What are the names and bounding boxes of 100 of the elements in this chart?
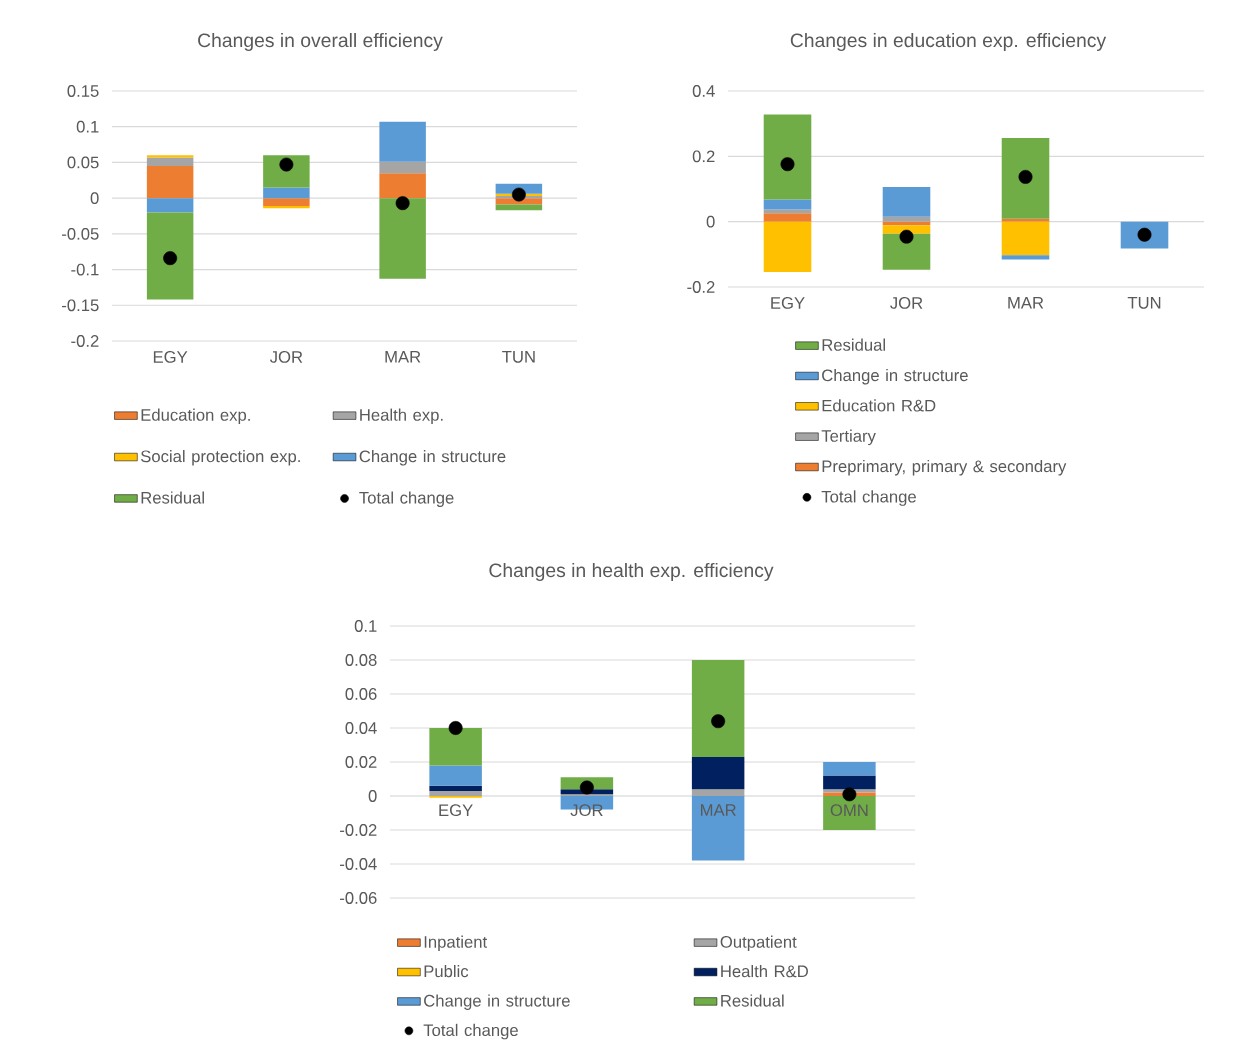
x-tick-label: MAR bbox=[1008, 297, 1044, 309]
point bbox=[579, 780, 594, 795]
bar bbox=[263, 187, 310, 199]
legend-label: Change in structure bbox=[424, 994, 570, 1010]
legend-label: Total change bbox=[821, 490, 916, 506]
legend-label: Education exp. bbox=[141, 408, 250, 425]
bar bbox=[882, 225, 931, 234]
x-tick-label: MAR bbox=[700, 804, 736, 816]
y-tick-label: -0.2 bbox=[687, 281, 715, 293]
legend-label: Total change bbox=[423, 1023, 518, 1040]
bar bbox=[691, 796, 745, 861]
legend-label: Health R&D bbox=[721, 964, 808, 978]
legend-label: Tertiary bbox=[821, 429, 876, 446]
point bbox=[448, 721, 463, 735]
bar bbox=[263, 198, 310, 206]
chart-title: Changes in education exp. efficiency bbox=[790, 32, 1107, 51]
point bbox=[711, 714, 726, 729]
y-tick-label: -0.06 bbox=[340, 892, 377, 904]
bar bbox=[1001, 218, 1050, 222]
bar bbox=[429, 728, 482, 766]
bar bbox=[146, 157, 194, 166]
y-tick-label: -0.15 bbox=[62, 299, 99, 312]
bar bbox=[429, 785, 482, 791]
y-tick-label: 0 bbox=[368, 790, 377, 802]
y-tick-label: 0.1 bbox=[354, 620, 377, 632]
bar bbox=[763, 199, 812, 210]
y-tick-label: -0.05 bbox=[62, 227, 99, 240]
y-tick-label: 0.15 bbox=[67, 85, 99, 97]
legend-label: Total change bbox=[359, 491, 454, 507]
bar bbox=[882, 187, 931, 217]
bar bbox=[146, 198, 194, 213]
legend-label: Preprimary, primary & secondary bbox=[822, 459, 1067, 476]
x-tick-label: TUN bbox=[502, 351, 535, 363]
bar bbox=[1001, 255, 1050, 260]
y-tick-label: 0.4 bbox=[692, 85, 715, 97]
bar bbox=[763, 114, 812, 200]
x-tick-label: EGY bbox=[153, 351, 188, 363]
y-tick-label: -0.1 bbox=[71, 263, 99, 276]
bar bbox=[882, 233, 931, 270]
y-tick-label: 0 bbox=[706, 215, 715, 228]
bar bbox=[763, 221, 812, 272]
point bbox=[279, 157, 294, 172]
bar bbox=[691, 660, 745, 757]
point bbox=[511, 187, 526, 202]
bar bbox=[691, 789, 745, 796]
x-tick-label: JOR bbox=[890, 297, 923, 309]
legend-label: Residual bbox=[822, 338, 885, 351]
legend-label: Social protection exp. bbox=[140, 449, 300, 466]
point bbox=[163, 251, 178, 266]
bar bbox=[379, 173, 426, 199]
point bbox=[780, 157, 795, 172]
bar bbox=[379, 161, 426, 174]
bar bbox=[691, 756, 745, 790]
point bbox=[1018, 169, 1033, 184]
bar bbox=[882, 216, 931, 222]
chart-title: Changes in health exp. efficiency bbox=[489, 562, 774, 582]
point bbox=[395, 196, 410, 211]
bar bbox=[379, 198, 426, 279]
y-tick-label: 0.2 bbox=[692, 150, 715, 163]
y-tick-label: 0.05 bbox=[67, 156, 99, 169]
bar bbox=[1001, 138, 1050, 219]
bar bbox=[263, 205, 310, 209]
legend-label: Education R&D bbox=[822, 399, 936, 412]
y-tick-label: 0.04 bbox=[345, 722, 377, 734]
x-tick-label: OMN bbox=[830, 804, 868, 817]
x-tick-label: EGY bbox=[439, 804, 473, 817]
y-tick-label: 0.08 bbox=[345, 654, 377, 666]
x-tick-label: JOR bbox=[269, 351, 303, 363]
bar bbox=[823, 762, 876, 776]
bar bbox=[763, 213, 812, 222]
bar bbox=[146, 165, 194, 199]
bar bbox=[1001, 221, 1050, 256]
y-tick-label: 0 bbox=[90, 192, 99, 205]
legend-label: Change in structure bbox=[822, 368, 968, 385]
bar bbox=[429, 790, 482, 796]
bar bbox=[146, 212, 194, 300]
legend-label: Health exp. bbox=[360, 408, 443, 425]
bar bbox=[429, 765, 482, 786]
x-tick-label: EGY bbox=[771, 297, 805, 309]
chart-title: Changes in overall efficiency bbox=[198, 32, 443, 51]
y-tick-label: 0.06 bbox=[345, 688, 377, 700]
bar bbox=[379, 121, 426, 162]
legend-label: Change in structure bbox=[359, 449, 506, 466]
point bbox=[842, 787, 857, 802]
legend-label: Inpatient bbox=[424, 935, 488, 952]
legend-label: Outpatient bbox=[720, 935, 797, 952]
x-tick-label: TUN bbox=[1127, 297, 1161, 309]
bar bbox=[146, 155, 194, 158]
y-tick-label: 0.02 bbox=[345, 756, 377, 768]
legend-label: Public bbox=[424, 964, 469, 978]
bar bbox=[823, 775, 876, 790]
y-tick-label: -0.04 bbox=[340, 858, 377, 870]
point bbox=[1137, 227, 1152, 242]
y-tick-label: -0.02 bbox=[340, 824, 377, 836]
point bbox=[899, 229, 914, 244]
legend-label: Residual bbox=[721, 994, 784, 1007]
y-tick-label: -0.2 bbox=[71, 335, 99, 347]
x-tick-label: MAR bbox=[385, 351, 421, 363]
y-tick-label: 0.1 bbox=[76, 120, 99, 133]
legend-label: Residual bbox=[141, 491, 204, 504]
